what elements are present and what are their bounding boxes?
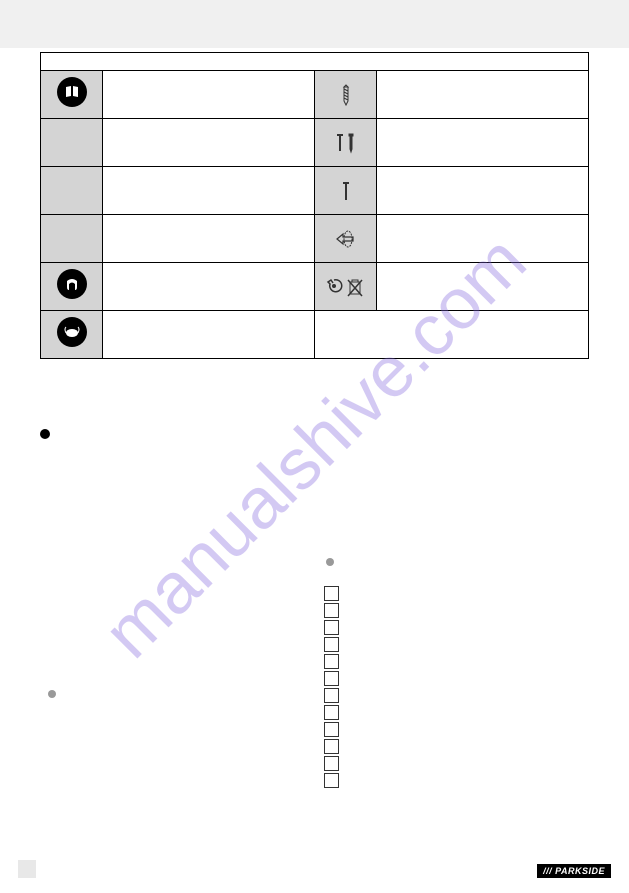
symbol-table xyxy=(40,52,589,359)
footer-brand-logo: /// PARKSIDE xyxy=(537,864,611,878)
table-row xyxy=(41,263,589,311)
text-cell xyxy=(103,71,315,119)
checkbox-item xyxy=(324,773,339,788)
nail-icon xyxy=(341,179,351,203)
icon-cell-blank xyxy=(41,167,103,215)
bullet-gray-icon xyxy=(326,558,334,566)
checkbox-item xyxy=(324,688,339,703)
icon-cell-recycle xyxy=(314,263,376,311)
table-row xyxy=(41,311,589,359)
text-cell xyxy=(377,167,589,215)
table-row xyxy=(41,215,589,263)
icon-cell-screw xyxy=(314,71,376,119)
checkbox-item xyxy=(324,637,339,652)
read-manual-icon xyxy=(57,77,87,107)
icon-cell-blank xyxy=(41,119,103,167)
checkbox-item xyxy=(324,620,339,635)
dust-mask-icon xyxy=(57,317,87,347)
empty-cell xyxy=(377,311,589,359)
screw-icon xyxy=(340,83,352,107)
checkbox-item xyxy=(324,739,339,754)
page-number-box xyxy=(18,860,36,878)
icon-cell-dust-mask xyxy=(41,311,103,359)
text-cell xyxy=(103,215,315,263)
text-cell xyxy=(103,119,315,167)
recycle-nobin-icon xyxy=(326,276,366,298)
nail-screw-icon xyxy=(335,131,357,155)
checkbox-item xyxy=(324,654,339,669)
header-bar xyxy=(0,0,629,48)
table-row xyxy=(41,71,589,119)
icon-cell-nail xyxy=(314,167,376,215)
checkbox-item xyxy=(324,603,339,618)
text-cell xyxy=(103,263,315,311)
main-content xyxy=(0,48,629,443)
bullet-gray-icon xyxy=(48,690,56,698)
icon-cell-read-manual xyxy=(41,71,103,119)
text-cell xyxy=(377,263,589,311)
icon-cell-ear-protection xyxy=(41,263,103,311)
table-row xyxy=(41,119,589,167)
rotate-icon xyxy=(333,226,359,252)
checkbox-item xyxy=(324,722,339,737)
checkbox-item xyxy=(324,586,339,601)
icon-cell-blank xyxy=(41,215,103,263)
table-title-row xyxy=(41,53,589,71)
text-cell xyxy=(103,311,315,359)
checkbox-item xyxy=(324,671,339,686)
text-cell xyxy=(103,167,315,215)
text-cell xyxy=(377,71,589,119)
icon-cell-nail-screw xyxy=(314,119,376,167)
checkbox-item xyxy=(324,756,339,771)
text-cell xyxy=(377,215,589,263)
bullet-icon xyxy=(40,429,50,439)
ear-protection-icon xyxy=(57,269,87,299)
icon-cell-rotate xyxy=(314,215,376,263)
checkbox-item xyxy=(324,705,339,720)
table-row xyxy=(41,167,589,215)
text-cell xyxy=(377,119,589,167)
empty-cell xyxy=(314,311,376,359)
checkbox-list xyxy=(324,586,339,790)
